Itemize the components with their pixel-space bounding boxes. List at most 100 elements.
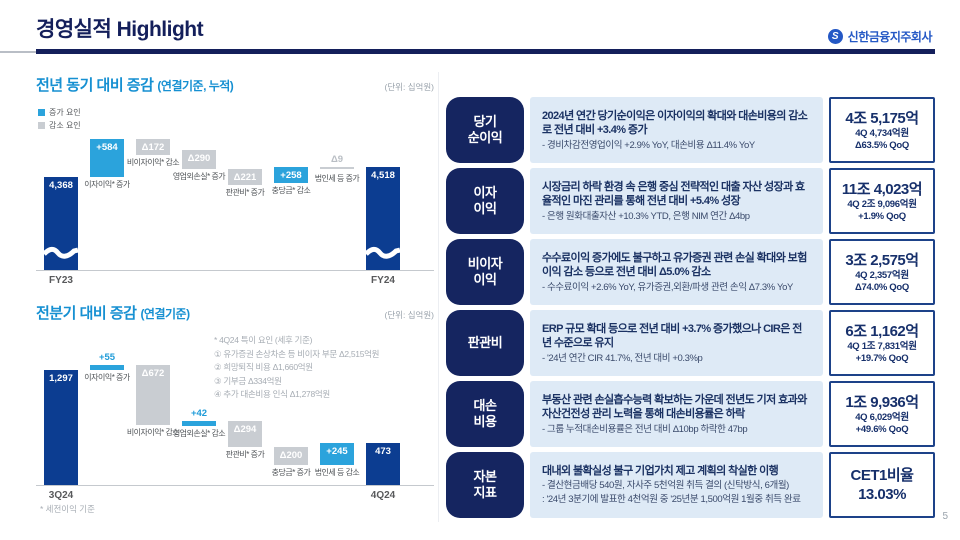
legend-item-increase: 증가 요인	[38, 107, 81, 118]
description-sub: - 수수료이익 +2.6% YoY, 유가증권,외환/파생 관련 손익 Δ7.3…	[542, 281, 793, 293]
chart2-title-row: 전분기 대비 증감 (연결기준) (단위: 십억원)	[36, 302, 434, 323]
chart1-unit-label: (단위: 십억원)	[384, 82, 435, 92]
annotation-line: ④ 추가 대손비용 인식 Δ1,278억원	[214, 389, 330, 399]
value-box: 3조 2,575억 4Q 2,357억원 Δ74.0% QoQ	[829, 239, 935, 305]
summary-rows: 당기 순이익 2024년 연간 당기순이익은 이자이익의 확대와 대손비용의 감소로…	[446, 97, 935, 518]
waterfall-bar: Δ672	[136, 365, 170, 425]
description-panel: 2024년 연간 당기순이익은 이자이익의 확대와 대손비용의 감소로 전년 대…	[530, 97, 823, 163]
bar-category-label: 판관비* 증가	[225, 450, 265, 460]
summary-row: 대손 비용 부동산 관련 손실흡수능력 확보하는 가운데 전년도 기저 효과와 자산…	[446, 381, 935, 447]
shinhan-logo-icon: S	[827, 29, 843, 44]
value-box-main: 11조 4,023억	[841, 180, 923, 198]
waterfall-bar: Δ290	[182, 150, 216, 170]
waterfall-bar: Δ294	[228, 421, 262, 448]
summary-row: 당기 순이익 2024년 연간 당기순이익은 이자이익의 확대와 대손비용의 감소로…	[446, 97, 935, 163]
increase-swatch-icon	[38, 109, 45, 116]
bar-category-label: 충당금* 감소	[271, 186, 311, 196]
waterfall-bar: 4,368	[44, 177, 78, 270]
value-box-main: 4조 5,175억	[845, 109, 919, 127]
category-pill-label: 비용	[473, 414, 497, 429]
value-box-detail: 13.03%	[858, 486, 906, 503]
description-main: 시장금리 하락 환경 속 은행 중심 전략적인 대출 자산 성장과 효율적인 마…	[542, 180, 805, 208]
bar-value: Δ200	[279, 450, 303, 462]
decrease-swatch-icon	[38, 122, 45, 129]
bar-value: 1,297	[49, 373, 73, 384]
x-axis	[36, 485, 434, 486]
bar-value: +42	[190, 408, 208, 419]
chart1-legend: 증가 요인 감소 요인	[38, 107, 81, 131]
summary-row: 이자 이익 시장금리 하락 환경 속 은행 중심 전략적인 대출 자산 성장과 효율…	[446, 168, 935, 234]
description-main: ERP 규모 확대 등으로 전년 대비 +3.7% 증가했으나 CIR은 전년 …	[542, 322, 802, 350]
header-divider-navy	[36, 49, 935, 54]
category-pill: 비이자 이익	[446, 239, 524, 305]
chart2-title-suffix: (연결기준)	[140, 307, 190, 321]
value-box-detail: 4Q 1조 7,831억원	[847, 340, 917, 352]
value-box: 6조 1,162억 4Q 1조 7,831억원 +19.7% QoQ	[829, 310, 935, 376]
waterfall-bar: 473	[366, 443, 400, 485]
legend-item-decrease: 감소 요인	[38, 120, 81, 131]
bar-value: +258	[280, 169, 302, 181]
yoy-waterfall-chart: 4,368 FY23 +584 이자이익* 증가 Δ172 비이자이익* 감소 Δ290 영업…	[36, 103, 434, 295]
description-panel: 시장금리 하락 환경 속 은행 중심 전략적인 대출 자산 성장과 효율적인 마…	[530, 168, 823, 234]
waterfall-bar: 4,518	[366, 167, 400, 270]
bar-value: +584	[96, 142, 118, 154]
bar-category-label: 비이자이익* 감소	[126, 158, 180, 168]
chart-footnote: * 세전이익 기준	[40, 504, 95, 514]
qoq-waterfall-chart: 1,297 3Q24 +55 이자이익* 증가 Δ672 비이자이익* 감소 +42 영업외손…	[36, 328, 434, 510]
bar-value: Δ294	[233, 424, 257, 435]
description-sub: - 은행 원화대출자산 +10.3% YTD, 은행 NIM 연간 Δ4bp	[542, 210, 750, 222]
value-box-main: 3조 2,575억	[845, 251, 919, 269]
category-pill-label: 이익	[473, 201, 497, 216]
category-pill-label: 이익	[473, 272, 497, 287]
value-box: 1조 9,936억 4Q 6,029억원 +49.6% QoQ	[829, 381, 935, 447]
value-box-detail: Δ74.0% QoQ	[855, 281, 909, 293]
annotation-line: ② 희망퇴직 비용 Δ1,660억원	[214, 362, 313, 372]
bar-value: Δ221	[233, 172, 257, 184]
category-pill-label: 당기	[473, 114, 497, 129]
category-pill-label: 자본	[473, 469, 497, 484]
waterfall-bar: +245	[320, 443, 354, 465]
x-axis-label: FY23	[49, 275, 73, 286]
category-pill: 이자 이익	[446, 168, 524, 234]
bar-category-label: 영업외손실* 감소	[172, 429, 226, 438]
bar-category-label: 충당금* 증가	[271, 467, 311, 477]
description-panel: 수수료이익 증가에도 불구하고 유가증권 관련 손실 확대와 보험이익 감소 등…	[530, 239, 823, 305]
category-pill-label: 비이자	[467, 256, 503, 271]
summary-row: 비이자 이익 수수료이익 증가에도 불구하고 유가증권 관련 손실 확대와 보험이익…	[446, 239, 935, 305]
page-title: 경영실적 Highlight	[36, 18, 204, 41]
value-box-main: 6조 1,162억	[845, 322, 919, 340]
category-pill: 자본 지표	[446, 452, 524, 518]
value-box: 4조 5,175억 4Q 4,734억원 Δ63.5% QoQ	[829, 97, 935, 163]
value-box: CET1비율 13.03%	[829, 452, 935, 518]
x-axis	[36, 270, 434, 271]
chart1-title-suffix: (연결기준, 누적)	[157, 79, 234, 93]
company-name: 신한금융지주회사	[847, 30, 933, 44]
description-sub: - 결산현금배당 540원, 자사주 5천억원 취득 결의 (신탁방식, 6개월…	[542, 480, 789, 492]
chart1-title: 전년 동기 대비 증감	[36, 77, 154, 94]
bar-value: Δ290	[187, 153, 211, 165]
value-box-detail: 4Q 4,734억원	[855, 127, 909, 139]
value-box-main: CET1비율	[850, 467, 914, 484]
bar-value: 4,518	[371, 170, 395, 182]
value-box-detail: +19.7% QoQ	[855, 352, 909, 364]
category-pill-label: 이자	[473, 185, 497, 200]
bar-value: 4,368	[49, 180, 73, 191]
bar-category-label: 법인세 등 증가	[314, 173, 360, 183]
bar-value: Δ9	[330, 153, 344, 165]
bar-category-label: 영업외손실* 증가	[172, 172, 226, 182]
category-pill-label: 순이익	[467, 130, 503, 145]
bar-value: Δ172	[141, 142, 165, 154]
annotation-line: ① 유가증권 손상차손 등 비이자 부문 Δ2,515억원	[214, 348, 380, 359]
description-panel: 대내외 불확실성 불구 기업가치 제고 계획의 착실한 이행 - 결산현금배당 5…	[530, 452, 823, 518]
value-box-main: 1조 9,936억	[845, 393, 919, 411]
bar-value: 473	[375, 446, 391, 458]
description-sub: - 그룹 누적대손비용률은 전년 대비 Δ10bp 하락한 47bp	[542, 423, 748, 435]
value-box-detail: Δ63.5% QoQ	[855, 139, 909, 151]
chart-annotation: * 4Q24 특이 요인 (세후 기준) ① 유가증권 손상차손 등 비이자 부문…	[214, 334, 436, 402]
waterfall-bar: +584	[90, 139, 124, 177]
value-box-detail: 4Q 2조 9,096억원	[847, 198, 917, 210]
bar-category-label: 이자이익* 증가	[84, 180, 130, 189]
chart2-unit-label: (단위: 십억원)	[384, 310, 435, 320]
description-sub: - '24년 연간 CIR 41.7%, 전년 대비 +0.3%p	[542, 352, 703, 364]
